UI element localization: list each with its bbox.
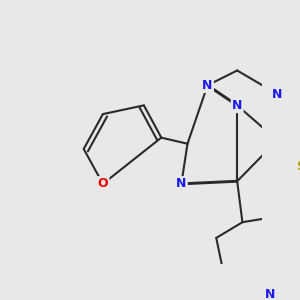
Text: N: N — [272, 88, 283, 100]
Text: N: N — [202, 79, 213, 92]
Text: S: S — [296, 160, 300, 173]
Text: N: N — [232, 99, 242, 112]
Text: N: N — [176, 177, 187, 190]
Text: O: O — [98, 177, 108, 190]
Text: N: N — [265, 288, 275, 300]
